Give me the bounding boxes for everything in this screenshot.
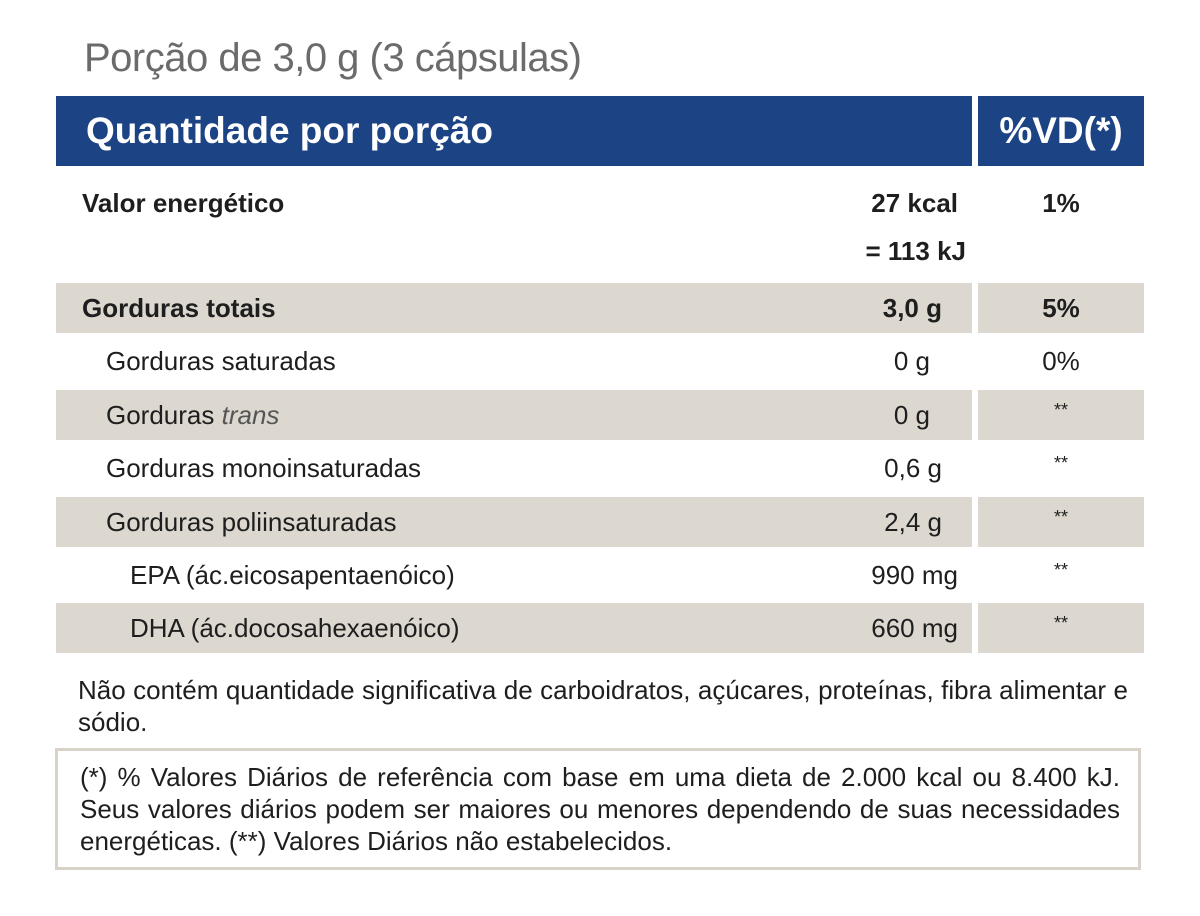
table-row-saturated-fat: Gorduras saturadas 0 g 0%	[56, 336, 1144, 386]
row-vd: 0%	[1042, 346, 1080, 376]
table-row-poly-fat: Gorduras poliinsaturadas 2,4 g **	[56, 497, 1144, 547]
row-label-italic: trans	[221, 400, 280, 430]
row-amount: 0 g	[893, 400, 930, 430]
not-significant-note: Não contém quantidade significativa de c…	[78, 675, 1128, 737]
row-label: Gorduras monoinsaturadas	[106, 453, 422, 483]
energy-vd: 1%	[1042, 188, 1080, 218]
row-amount: 660 mg	[871, 613, 958, 643]
row-label: DHA (ác.docosahexaenóico)	[130, 613, 460, 643]
row-amount: 990 mg	[871, 560, 958, 590]
row-amount: 3,0 g	[882, 293, 942, 323]
row-amount: 0,6 g	[884, 453, 942, 483]
header-quantity: Quantidade por porção	[56, 96, 972, 166]
row-vd: **	[1053, 560, 1068, 580]
row-label: Gorduras poliinsaturadas	[106, 507, 397, 537]
table-row-total-fat: Gorduras totais 3,0 g 5%	[56, 283, 1144, 333]
header-quantity-label: Quantidade por porção	[86, 110, 494, 151]
energy-label: Valor energético	[82, 188, 285, 218]
row-amount: 2,4 g	[884, 507, 942, 537]
row-vd: **	[1053, 507, 1068, 527]
row-label: EPA (ác.eicosapentaenóico)	[130, 560, 455, 590]
row-vd: 5%	[1042, 293, 1080, 323]
row-vd: **	[1053, 400, 1068, 420]
portion-size: Porção de 3,0 g (3 cápsulas)	[84, 36, 582, 80]
row-amount: 0 g	[893, 346, 930, 376]
row-label-prefix: Gorduras	[106, 400, 222, 430]
table-row-epa: EPA (ác.eicosapentaenóico) 990 mg **	[56, 550, 1144, 600]
row-label: Gorduras saturadas	[106, 346, 336, 376]
row-vd: **	[1053, 453, 1068, 473]
table-row-trans-fat: Gorduras trans 0 g **	[56, 390, 1144, 440]
energy-kcal: 27 kcal	[871, 188, 958, 218]
header-vd: %VD(*)	[978, 96, 1144, 166]
header-vd-label: %VD(*)	[999, 110, 1123, 151]
row-label: Gorduras totais	[82, 293, 276, 323]
row-label: Gorduras trans	[106, 390, 279, 440]
table-row-mono-fat: Gorduras monoinsaturadas 0,6 g **	[56, 443, 1144, 493]
footnote-text: (*) % Valores Diários de referência com …	[80, 762, 1120, 856]
energy-kj: = 113 kJ	[865, 236, 967, 266]
row-vd: **	[1053, 613, 1068, 633]
table-row-dha: DHA (ác.docosahexaenóico) 660 mg **	[56, 603, 1144, 653]
footnote-box: (*) % Valores Diários de referência com …	[55, 748, 1141, 870]
